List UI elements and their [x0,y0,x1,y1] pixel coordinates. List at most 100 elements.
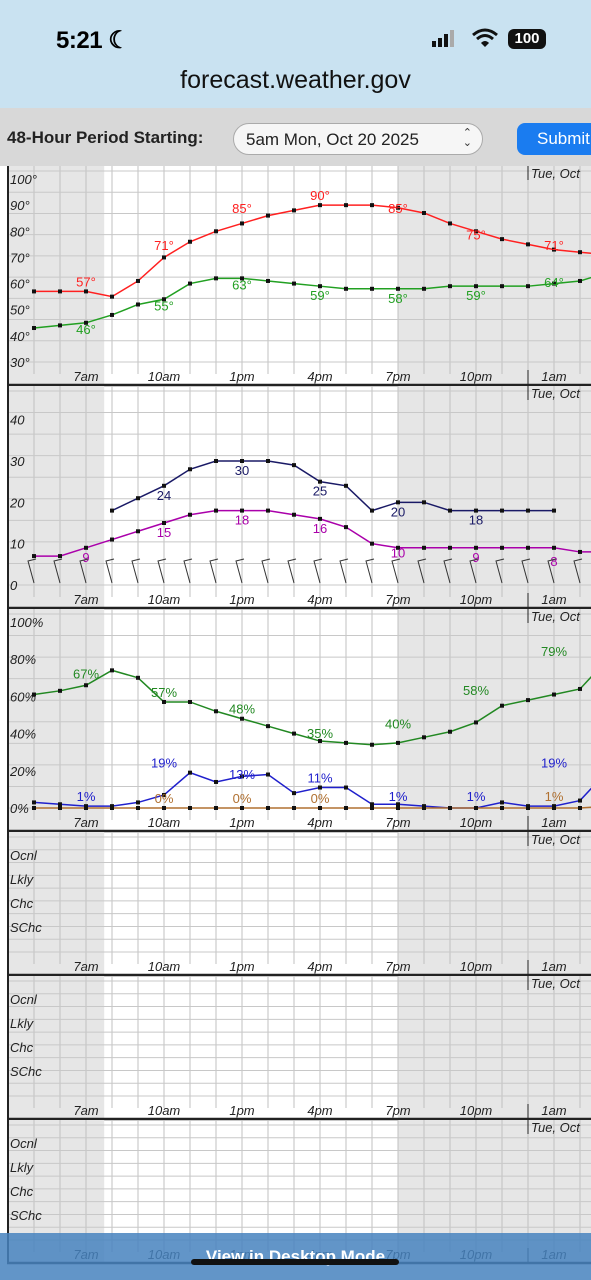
row-label: SChc [10,1064,42,1079]
data-point [552,692,556,697]
data-point [136,800,140,805]
wind-barb-icon [261,558,271,584]
data-point [266,213,270,218]
data-point [396,802,400,807]
day-label: Tue, Oct [531,386,581,401]
data-point [32,806,36,810]
data-point [292,463,296,468]
period-label: 48-Hour Period Starting: [7,128,204,147]
night-shade [398,386,591,609]
data-label: 46° [76,322,96,337]
chart-panel-humidity_precip: Tue, Oct 7am 10am 1pm 4pm 7pm 10pm 1am 100% 80% 60… [7,609,591,833]
data-point [240,716,244,721]
y-tick-label: 80° [10,224,30,239]
x-tick-label: 1pm [229,369,254,384]
data-point [162,297,166,302]
data-point [32,692,36,697]
x-tick-label: 1pm [229,959,254,974]
night-shade [398,832,591,976]
data-point [396,205,400,210]
chart-panel-weather_1: Tue, Oct 7am 10am 1pm 4pm 7pm 10pm 1am Ocnl Lkly C… [7,832,591,977]
data-label: 40% [385,717,411,732]
data-point [110,294,114,299]
x-tick-label: 7pm [385,592,410,607]
data-point [500,237,504,242]
data-point [396,806,400,810]
wind-barb-icon [547,558,557,584]
x-tick-label: 10pm [460,815,493,830]
data-label: 59° [310,288,330,303]
night-shade [7,166,105,386]
wind-barb-icon [287,558,297,584]
data-point [578,798,582,803]
row-label: SChc [10,920,42,935]
x-tick-label: 10pm [460,959,493,974]
data-point [188,770,192,775]
data-label: 71° [154,238,174,253]
x-tick-label: 10pm [460,369,493,384]
data-point [448,284,452,289]
battery-level: 100 [514,30,540,47]
row-label: Lkly [10,1160,35,1175]
data-point [370,286,374,291]
data-label: 85° [388,201,408,216]
data-point [396,500,400,505]
wind-barb-icon [183,558,193,584]
data-point [474,508,478,513]
period-select[interactable]: 5am Mon, Oct 20 2025 ⌃ ⌄ [233,123,483,155]
y-tick-label: 40% [10,727,36,742]
data-point [370,203,374,208]
data-point [526,545,530,550]
data-point [110,508,114,513]
y-tick-label: 30° [10,355,30,370]
data-point [552,281,556,286]
y-tick-label: 20% [9,764,36,779]
data-point [266,806,270,810]
data-point [552,806,556,810]
data-point [526,806,530,810]
data-point [578,278,582,283]
address-bar[interactable]: forecast.weather.gov [0,66,591,95]
submit-button[interactable]: Submit [517,123,591,155]
data-point [32,800,36,805]
data-label: 25 [313,484,327,499]
data-label: 71° [544,238,564,253]
data-point [214,276,218,281]
x-tick-label: 10am [148,959,181,974]
clock-time: 5:21 [56,27,103,54]
x-tick-label: 4pm [307,1103,332,1118]
x-tick-label: 10am [148,592,181,607]
x-tick-label: 7am [73,815,98,830]
data-point [370,806,374,810]
data-point [136,806,140,810]
x-tick-label: 7am [73,369,98,384]
wind-barb-icon [495,558,505,584]
data-point [240,806,244,810]
chart-panel-temperature: Tue, Oct 7am 10am 1pm 4pm 7pm 10pm 1am 100° 90° 80… [7,166,591,387]
wind-barb-icon [365,558,375,584]
row-label: Chc [10,1184,34,1199]
y-tick-label: 80% [10,652,36,667]
x-tick-label: 1pm [229,1103,254,1118]
period-select-value: 5am Mon, Oct 20 2025 [246,130,419,149]
y-tick-label: 90° [10,198,30,213]
data-point [162,255,166,260]
data-point [422,500,426,505]
x-tick-label: 7pm [385,815,410,830]
x-tick-label: 1pm [229,592,254,607]
wind-barb-icon [391,558,401,584]
wind-barb-icon [339,558,349,584]
data-point [474,284,478,289]
data-point [214,229,218,234]
y-tick-label: 40 [10,413,25,428]
wind-barb-icon [417,558,427,584]
row-label: Ocnl [10,992,38,1007]
data-point [500,545,504,550]
data-label: 57° [76,274,96,289]
data-point [58,802,62,807]
data-point [578,806,582,810]
series-line [111,460,554,512]
y-tick-label: 100° [10,172,37,187]
data-point [370,802,374,807]
y-tick-label: 70° [10,250,30,265]
